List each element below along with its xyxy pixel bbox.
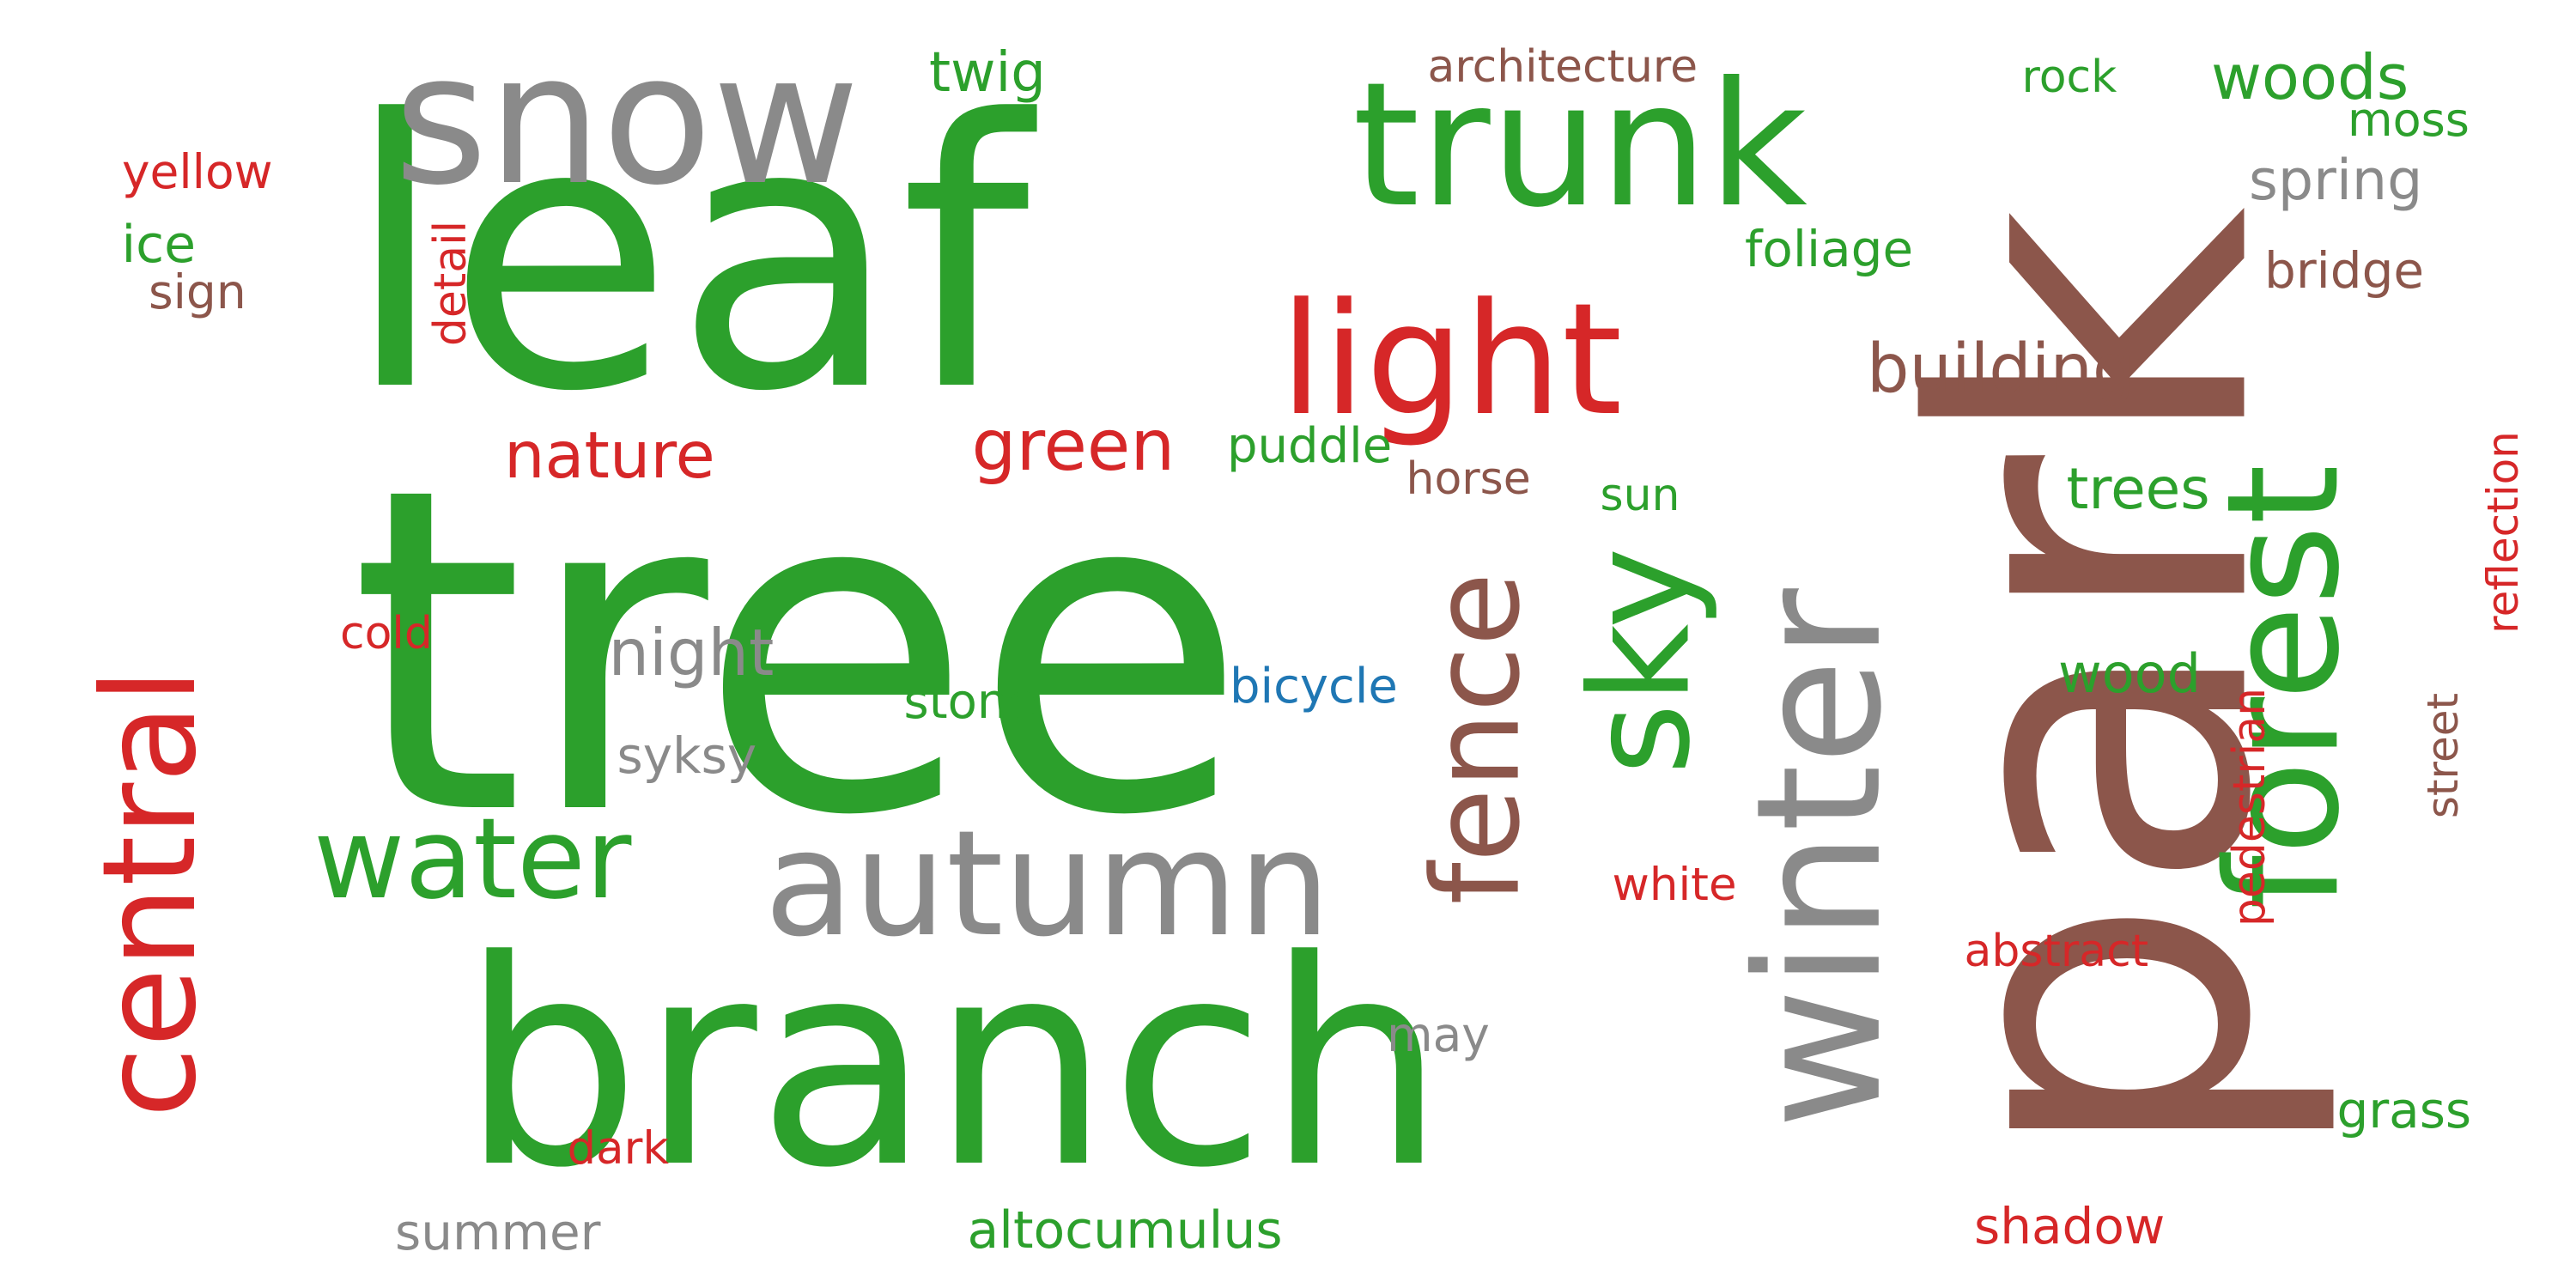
word-trunk: trunk: [1352, 46, 1807, 246]
word-altocumulus: altocumulus: [967, 1200, 1283, 1261]
word-twig: twig: [929, 41, 1046, 105]
word-spring: spring: [2249, 148, 2423, 213]
word-white: white: [1612, 858, 1737, 911]
word-bicycle: bicycle: [1230, 659, 1398, 714]
word-foliage: foliage: [1745, 220, 1914, 278]
word-bridge: bridge: [2264, 241, 2425, 300]
word-detail: detail: [425, 220, 477, 347]
word-light: light: [1279, 270, 1623, 450]
word-pedestrian: pedestrian: [2224, 687, 2276, 927]
word-wood: wood: [2058, 642, 2201, 705]
word-snow: snow: [393, 15, 860, 225]
word-green: green: [971, 405, 1176, 487]
word-nature: nature: [504, 416, 715, 493]
word-branch: branch: [460, 900, 1446, 1230]
word-yellow: yellow: [122, 143, 273, 199]
word-reflection: reflection: [2477, 431, 2528, 634]
word-street: street: [2418, 692, 2469, 819]
word-rock: rock: [2021, 52, 2117, 103]
word-sign: sign: [149, 264, 246, 319]
word-building: building: [1867, 331, 2136, 408]
word-moss: moss: [2348, 93, 2470, 147]
word-sun: sun: [1600, 470, 1680, 521]
word-leaf: leaf: [343, 43, 1030, 472]
word-cold: cold: [340, 608, 433, 659]
word-may: may: [1387, 1006, 1490, 1062]
word-autumn: autumn: [764, 799, 1331, 969]
word-architecture: architecture: [1427, 41, 1698, 93]
word-tree: tree: [349, 392, 1249, 913]
word-summer: summer: [395, 1203, 601, 1261]
word-trees: trees: [2066, 456, 2210, 522]
word-woods: woods: [2211, 41, 2409, 113]
word-fence: fence: [1406, 572, 1547, 905]
word-central: central: [75, 668, 225, 1118]
word-shadow: shadow: [1974, 1197, 2166, 1255]
word-abstract: abstract: [1964, 926, 2149, 977]
word-night: night: [608, 614, 775, 690]
word-horse: horse: [1406, 453, 1531, 505]
word-ice: ice: [121, 215, 197, 275]
word-stone: stone: [903, 674, 1037, 730]
word-puddle: puddle: [1227, 418, 1393, 474]
word-winter: winter: [1719, 588, 1920, 1129]
word-grass: grass: [2336, 1081, 2472, 1139]
word-sky: sky: [1559, 547, 1720, 775]
word-syksy: syksy: [617, 726, 757, 785]
word-dark: dark: [567, 1121, 670, 1175]
word-water: water: [313, 793, 632, 924]
